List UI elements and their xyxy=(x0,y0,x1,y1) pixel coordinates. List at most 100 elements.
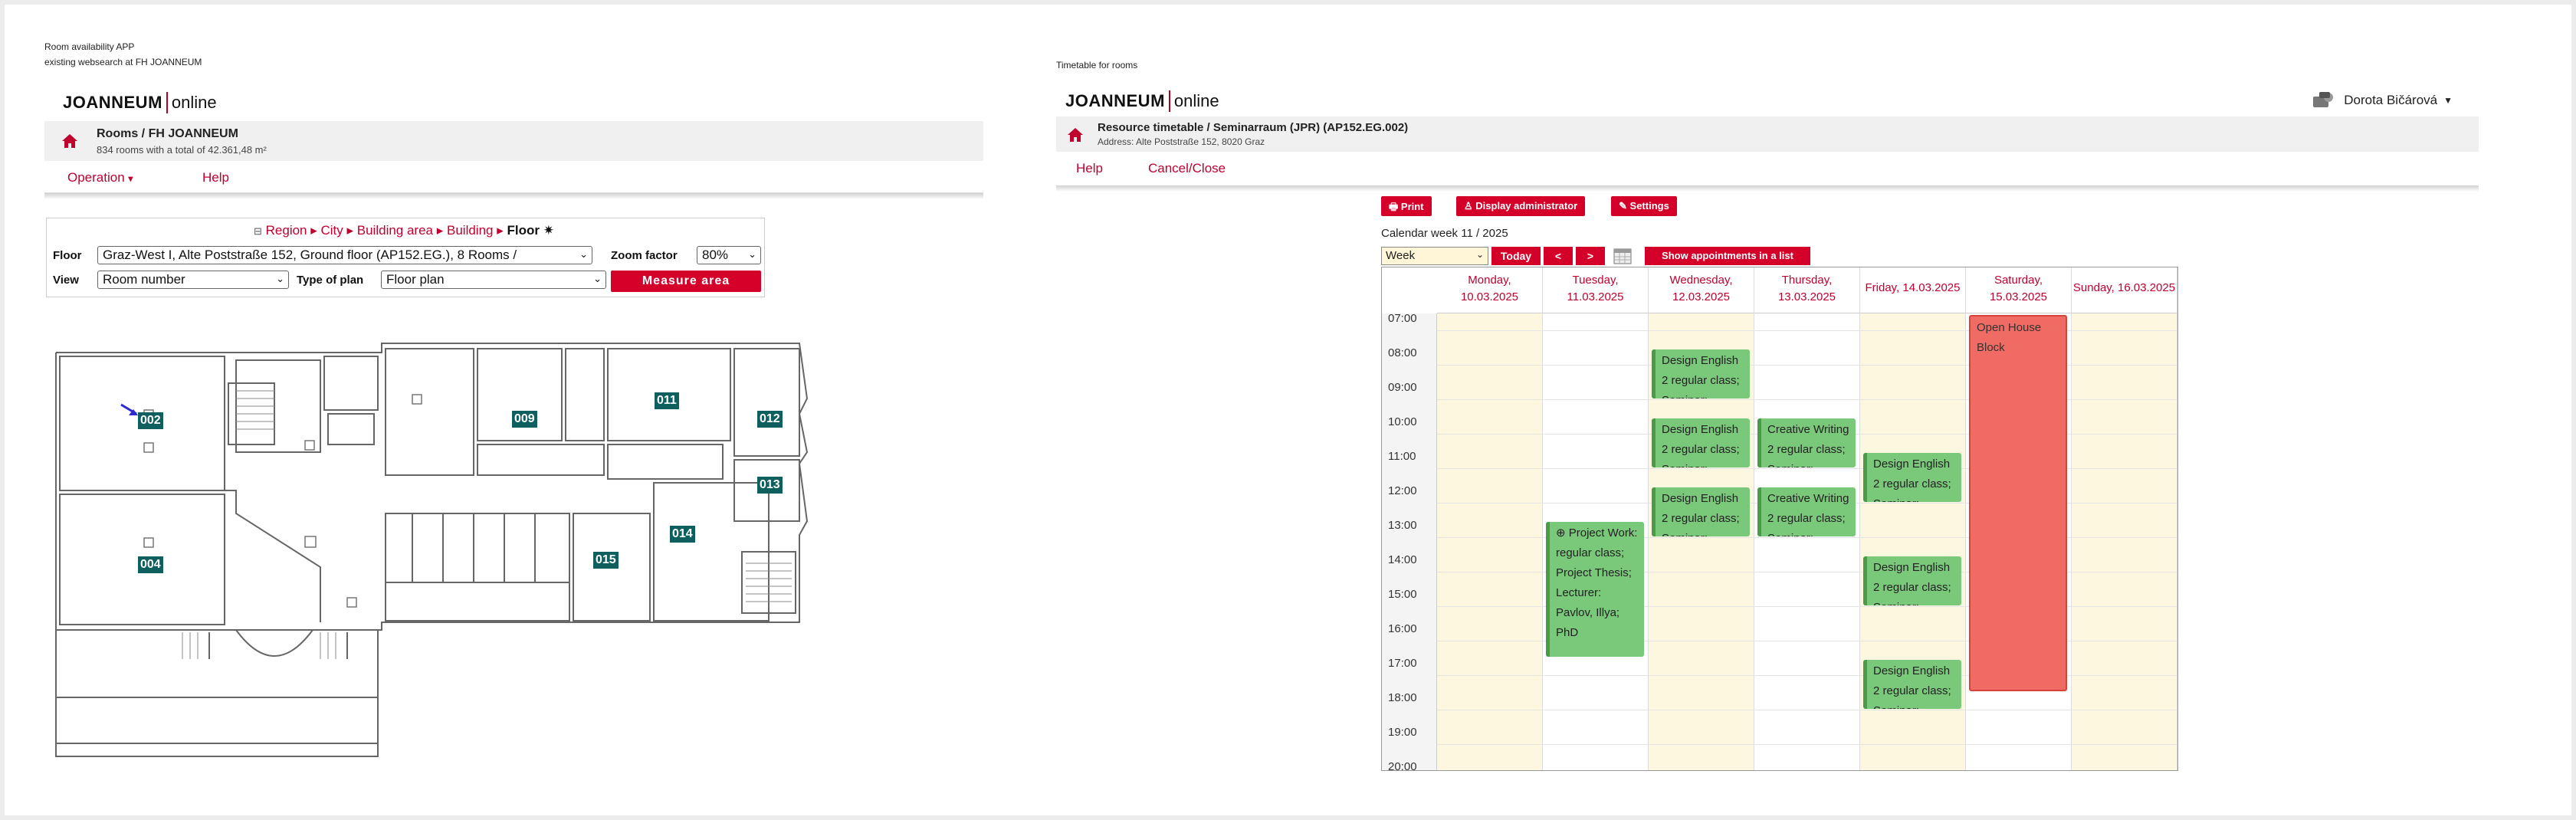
room-015[interactable]: 015 xyxy=(593,552,619,569)
hour-label: 08:00 xyxy=(1388,346,1417,359)
day-header-name: Saturday, xyxy=(1994,274,2043,287)
day-header-name: Sunday, 16.03.2025 xyxy=(2072,281,2176,294)
print-button[interactable]: 🖶 Print xyxy=(1381,196,1432,216)
collapse-icon[interactable]: ⊟ xyxy=(254,225,262,237)
day-header[interactable]: Sunday, 16.03.2025 xyxy=(2072,267,2177,313)
settings-button[interactable]: ✎ Settings xyxy=(1611,196,1677,216)
user-name: Dorota Bičárová xyxy=(2344,93,2438,107)
calendar-icon[interactable] xyxy=(1613,247,1633,265)
menu-operation[interactable]: Operation ▾ xyxy=(67,170,133,185)
crumb-building[interactable]: Building xyxy=(447,223,494,238)
day-header-date: 12.03.2025 xyxy=(1672,290,1731,303)
day-header-name: Tuesday, xyxy=(1572,274,1619,287)
room-011[interactable]: 011 xyxy=(655,392,679,409)
caret-down-icon: ▾ xyxy=(128,173,133,184)
chevron-down-icon: ⌄ xyxy=(579,248,588,260)
crumb-region[interactable]: Region xyxy=(265,223,307,238)
logo[interactable]: JOANNEUM online xyxy=(1065,90,1219,112)
page-titlebar: Rooms / FH JOANNEUM 834 rooms with a tot… xyxy=(44,121,983,161)
calendar-event[interactable]: Open House Block xyxy=(1969,315,2067,691)
hour-label: 18:00 xyxy=(1388,691,1417,704)
crumb-building-area[interactable]: Building area xyxy=(356,223,434,238)
today-button[interactable]: Today xyxy=(1491,247,1541,265)
room-002[interactable]: 002 xyxy=(138,412,163,429)
arrow-head xyxy=(129,409,138,415)
home-icon[interactable] xyxy=(1067,127,1084,143)
day-header[interactable]: Tuesday, 11.03.2025 xyxy=(1543,267,1649,313)
hour-label: 16:00 xyxy=(1388,622,1417,635)
day-header[interactable]: Thursday, 13.03.2025 xyxy=(1754,267,1860,313)
page-title: Resource timetable / Seminarraum (JPR) (… xyxy=(1098,121,1409,134)
logo[interactable]: JOANNEUM online xyxy=(63,92,217,113)
day-column[interactable] xyxy=(1437,313,1543,770)
calendar-event[interactable]: Design English 2 regular class; Seminar:… xyxy=(1863,453,1961,502)
breadcrumb: ⊟ Region ▸ City ▸ Building area ▸ Buildi… xyxy=(254,223,554,238)
day-header[interactable]: Monday, 10.03.2025 xyxy=(1437,267,1543,313)
calendar-event[interactable]: Creative Writing 2 regular class; Semina… xyxy=(1757,418,1856,467)
timetable-panel: Timetable for rooms JOANNEUM online Doro… xyxy=(1056,54,2479,782)
menu-help[interactable]: Help xyxy=(1076,161,1103,175)
person-icon: ♙ xyxy=(1464,200,1473,212)
calendar-event[interactable]: Design English 2 regular class; Seminar:… xyxy=(1863,556,1961,605)
plan-type-label: Type of plan xyxy=(297,274,364,287)
calendar-event[interactable]: ⊕ Project Work: regular class; Project T… xyxy=(1546,522,1644,657)
caret-down-icon: ▼ xyxy=(2443,95,2453,106)
floor-select[interactable]: Graz-West I, Alte Poststraße 152, Ground… xyxy=(97,246,592,264)
menu-help[interactable]: Help xyxy=(202,170,229,185)
hour-gridline xyxy=(1437,468,2177,469)
floor-plan: 002 009 011 012 013 014 015 004 xyxy=(52,337,822,759)
user-avatar-icon xyxy=(2313,92,2334,107)
day-header[interactable]: Wednesday, 12.03.2025 xyxy=(1649,267,1754,313)
day-header-name: Thursday, xyxy=(1781,274,1833,287)
show-appointments-list-button[interactable]: Show appointments in a list xyxy=(1645,247,1810,265)
hour-label: 20:00 xyxy=(1388,760,1417,771)
room-009[interactable]: 009 xyxy=(512,411,537,428)
measure-area-button[interactable]: Measure area xyxy=(611,271,761,292)
crumb-city[interactable]: City xyxy=(320,223,343,238)
menu-shadow xyxy=(44,193,983,199)
view-select[interactable]: Week ⌄ xyxy=(1381,247,1488,265)
page-subtitle: Address: Alte Poststraße 152, 8020 Graz xyxy=(1098,136,1265,147)
hour-label: 15:00 xyxy=(1388,588,1417,601)
day-header-date: 10.03.2025 xyxy=(1460,290,1519,303)
calendar-event[interactable]: Creative Writing 2 regular class; Semina… xyxy=(1757,487,1856,536)
wrench-icon: ✎ xyxy=(1619,200,1627,212)
day-column[interactable] xyxy=(1754,313,1860,770)
home-icon[interactable] xyxy=(61,133,78,149)
day-header-name: Wednesday, xyxy=(1669,274,1733,287)
day-header-name: Monday, xyxy=(1468,274,1511,287)
chevron-down-icon: ⌄ xyxy=(276,273,284,284)
chevron-down-icon: ⌄ xyxy=(748,248,756,260)
menu-cancel-close[interactable]: Cancel/Close xyxy=(1148,161,1226,175)
display-administrator-button[interactable]: ♙ Display administrator xyxy=(1456,196,1586,216)
menu-bar: Operation ▾ Help xyxy=(44,161,983,193)
hour-label: 09:00 xyxy=(1388,381,1417,394)
printer-icon: 🖶 xyxy=(1389,201,1399,212)
view-label: View xyxy=(53,274,79,287)
prev-week-button[interactable]: < xyxy=(1544,247,1573,265)
day-header[interactable]: Friday, 14.03.2025 xyxy=(1860,267,1966,313)
zoom-select[interactable]: 80% ⌄ xyxy=(697,246,761,264)
plan-type-select[interactable]: Floor plan ⌄ xyxy=(381,271,606,289)
room-012[interactable]: 012 xyxy=(757,411,783,428)
hour-label: 12:00 xyxy=(1388,484,1417,497)
day-column[interactable] xyxy=(2072,313,2177,770)
logo-separator xyxy=(1168,90,1170,112)
user-menu[interactable]: Dorota Bičárová ▼ xyxy=(2312,90,2453,110)
calendar-week-label: Calendar week 11 / 2025 xyxy=(1381,227,1508,240)
crumb-floor-current: Floor xyxy=(507,223,540,238)
hour-label: 17:00 xyxy=(1388,657,1417,670)
calendar-event[interactable]: Design English 2 regular class; Seminar:… xyxy=(1652,487,1750,536)
next-week-button[interactable]: > xyxy=(1576,247,1605,265)
room-004[interactable]: 004 xyxy=(138,556,163,573)
floor-label: Floor xyxy=(53,249,82,262)
calendar-event[interactable]: Design English 2 regular class; Seminar:… xyxy=(1652,418,1750,467)
calendar-event[interactable]: Design English 2 regular class; Seminar:… xyxy=(1652,349,1750,399)
day-header[interactable]: Saturday, 15.03.2025 xyxy=(1966,267,2072,313)
view-select[interactable]: Room number ⌄ xyxy=(97,271,289,289)
room-014[interactable]: 014 xyxy=(670,526,695,543)
room-013[interactable]: 013 xyxy=(757,477,783,494)
sun-icon: ✷ xyxy=(543,223,554,238)
calendar-event[interactable]: Design English 2 regular class; Seminar:… xyxy=(1863,660,1961,709)
